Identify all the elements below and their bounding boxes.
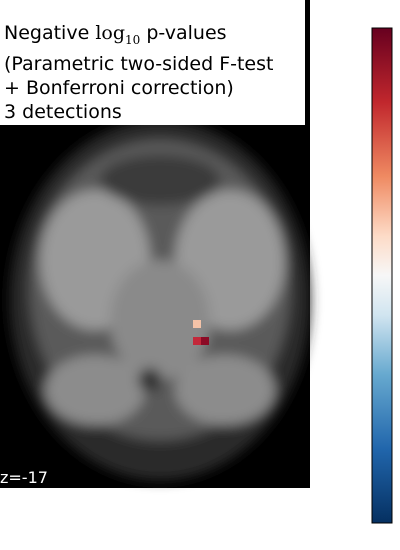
title-log: log: [95, 22, 126, 44]
brain-slice: [10, 120, 310, 480]
title-line: + Bonferroni correction): [4, 76, 234, 99]
title-text: Negative: [4, 22, 90, 44]
title-box: Negative log10 p-values (Parametric two-…: [0, 0, 305, 125]
title-text: p-values: [146, 22, 227, 44]
detection-voxel: [201, 337, 209, 345]
title-line: 3 detections: [4, 100, 122, 123]
slice-label: z=-17: [0, 468, 51, 488]
title-line: (Parametric two-sided F-test: [4, 52, 274, 75]
colorbar: [371, 27, 393, 524]
detection-voxel: [193, 320, 201, 328]
title-line: Negative log10 p-values: [4, 21, 305, 52]
detection-voxel: [193, 337, 201, 345]
title-log-base: 10: [125, 32, 141, 47]
title-math: log10: [95, 22, 141, 47]
